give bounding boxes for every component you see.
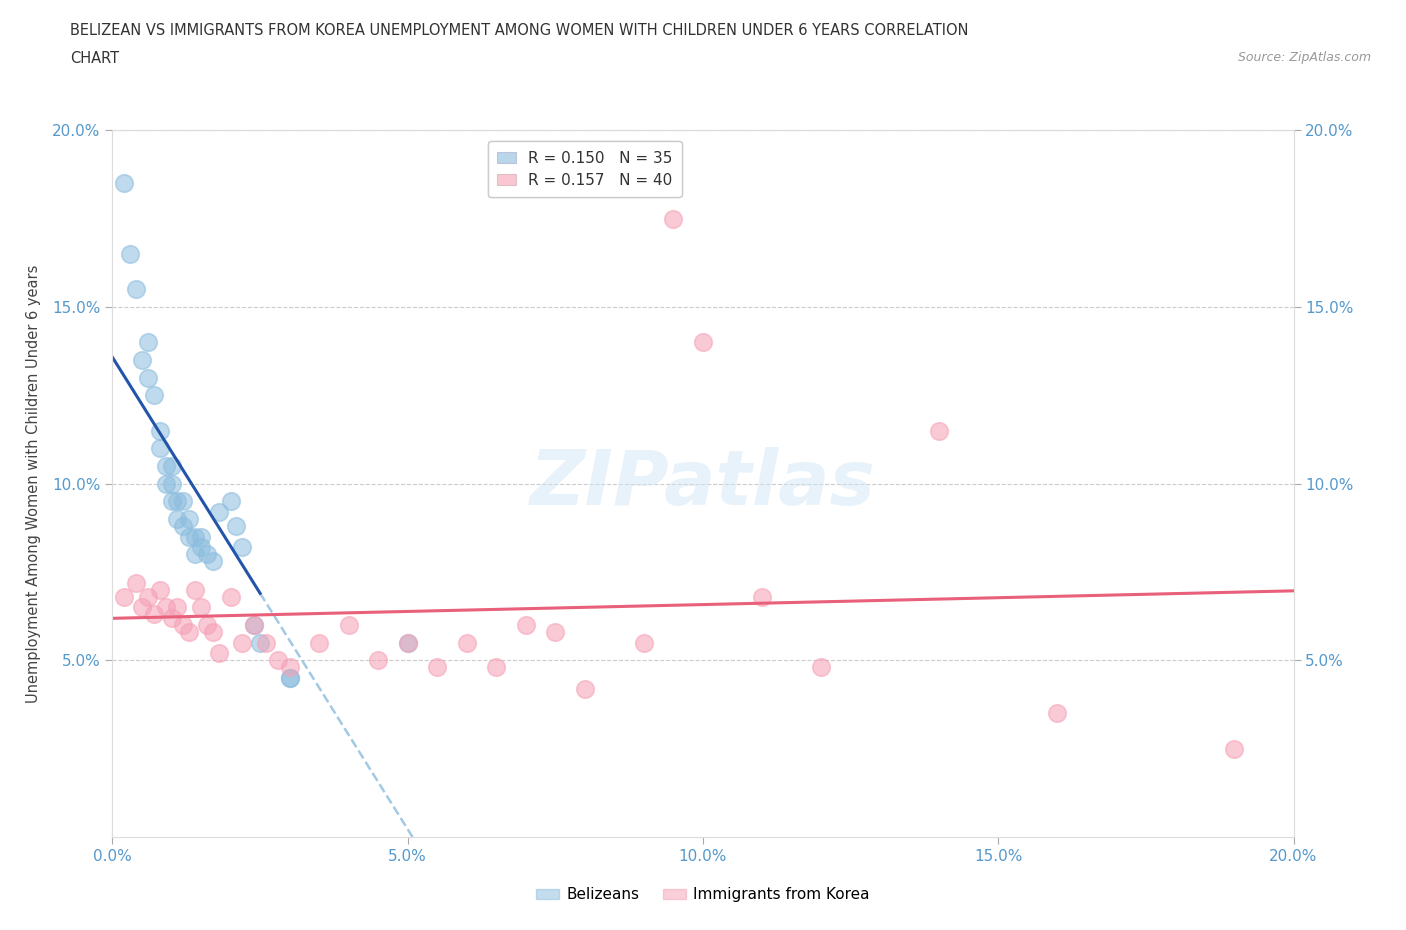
- Point: [456, 635, 478, 650]
- Text: Source: ZipAtlas.com: Source: ZipAtlas.com: [1237, 51, 1371, 64]
- Point: [136, 370, 159, 385]
- Point: [195, 618, 218, 632]
- Point: [179, 529, 201, 544]
- Point: [208, 645, 231, 660]
- Point: [751, 590, 773, 604]
- Point: [142, 607, 165, 622]
- Point: [166, 512, 188, 526]
- Point: [278, 671, 301, 685]
- Point: [184, 547, 207, 562]
- Point: [149, 423, 172, 438]
- Point: [574, 681, 596, 696]
- Point: [155, 600, 177, 615]
- Point: [125, 575, 148, 590]
- Point: [810, 660, 832, 675]
- Point: [515, 618, 537, 632]
- Y-axis label: Unemployment Among Women with Children Under 6 years: Unemployment Among Women with Children U…: [27, 264, 41, 703]
- Point: [184, 529, 207, 544]
- Point: [166, 600, 188, 615]
- Point: [254, 635, 277, 650]
- Point: [278, 660, 301, 675]
- Point: [131, 352, 153, 367]
- Point: [201, 554, 224, 569]
- Point: [155, 458, 177, 473]
- Point: [195, 547, 218, 562]
- Point: [184, 582, 207, 597]
- Point: [1223, 741, 1246, 756]
- Point: [231, 539, 253, 554]
- Point: [308, 635, 330, 650]
- Text: BELIZEAN VS IMMIGRANTS FROM KOREA UNEMPLOYMENT AMONG WOMEN WITH CHILDREN UNDER 6: BELIZEAN VS IMMIGRANTS FROM KOREA UNEMPL…: [70, 23, 969, 38]
- Point: [231, 635, 253, 650]
- Point: [160, 476, 183, 491]
- Point: [149, 441, 172, 456]
- Point: [172, 519, 194, 534]
- Point: [426, 660, 449, 675]
- Point: [367, 653, 389, 668]
- Point: [136, 335, 159, 350]
- Point: [396, 635, 419, 650]
- Point: [662, 211, 685, 226]
- Point: [120, 246, 142, 261]
- Point: [396, 635, 419, 650]
- Point: [201, 625, 224, 640]
- Point: [179, 512, 201, 526]
- Text: CHART: CHART: [70, 51, 120, 66]
- Point: [1046, 706, 1069, 721]
- Point: [219, 590, 242, 604]
- Point: [928, 423, 950, 438]
- Point: [142, 388, 165, 403]
- Point: [544, 625, 567, 640]
- Point: [112, 176, 135, 191]
- Point: [136, 590, 159, 604]
- Point: [190, 529, 212, 544]
- Point: [485, 660, 508, 675]
- Point: [208, 504, 231, 519]
- Point: [243, 618, 266, 632]
- Point: [278, 671, 301, 685]
- Point: [243, 618, 266, 632]
- Point: [190, 539, 212, 554]
- Point: [267, 653, 290, 668]
- Point: [125, 282, 148, 297]
- Point: [225, 519, 247, 534]
- Point: [149, 582, 172, 597]
- Point: [166, 494, 188, 509]
- Point: [112, 590, 135, 604]
- Legend: Belizeans, Immigrants from Korea: Belizeans, Immigrants from Korea: [530, 882, 876, 909]
- Point: [160, 458, 183, 473]
- Point: [219, 494, 242, 509]
- Point: [172, 618, 194, 632]
- Point: [160, 610, 183, 625]
- Point: [155, 476, 177, 491]
- Point: [160, 494, 183, 509]
- Legend: R = 0.150   N = 35, R = 0.157   N = 40: R = 0.150 N = 35, R = 0.157 N = 40: [488, 141, 682, 197]
- Point: [692, 335, 714, 350]
- Point: [337, 618, 360, 632]
- Point: [172, 494, 194, 509]
- Text: ZIPatlas: ZIPatlas: [530, 446, 876, 521]
- Point: [131, 600, 153, 615]
- Point: [249, 635, 271, 650]
- Point: [190, 600, 212, 615]
- Point: [179, 625, 201, 640]
- Point: [633, 635, 655, 650]
